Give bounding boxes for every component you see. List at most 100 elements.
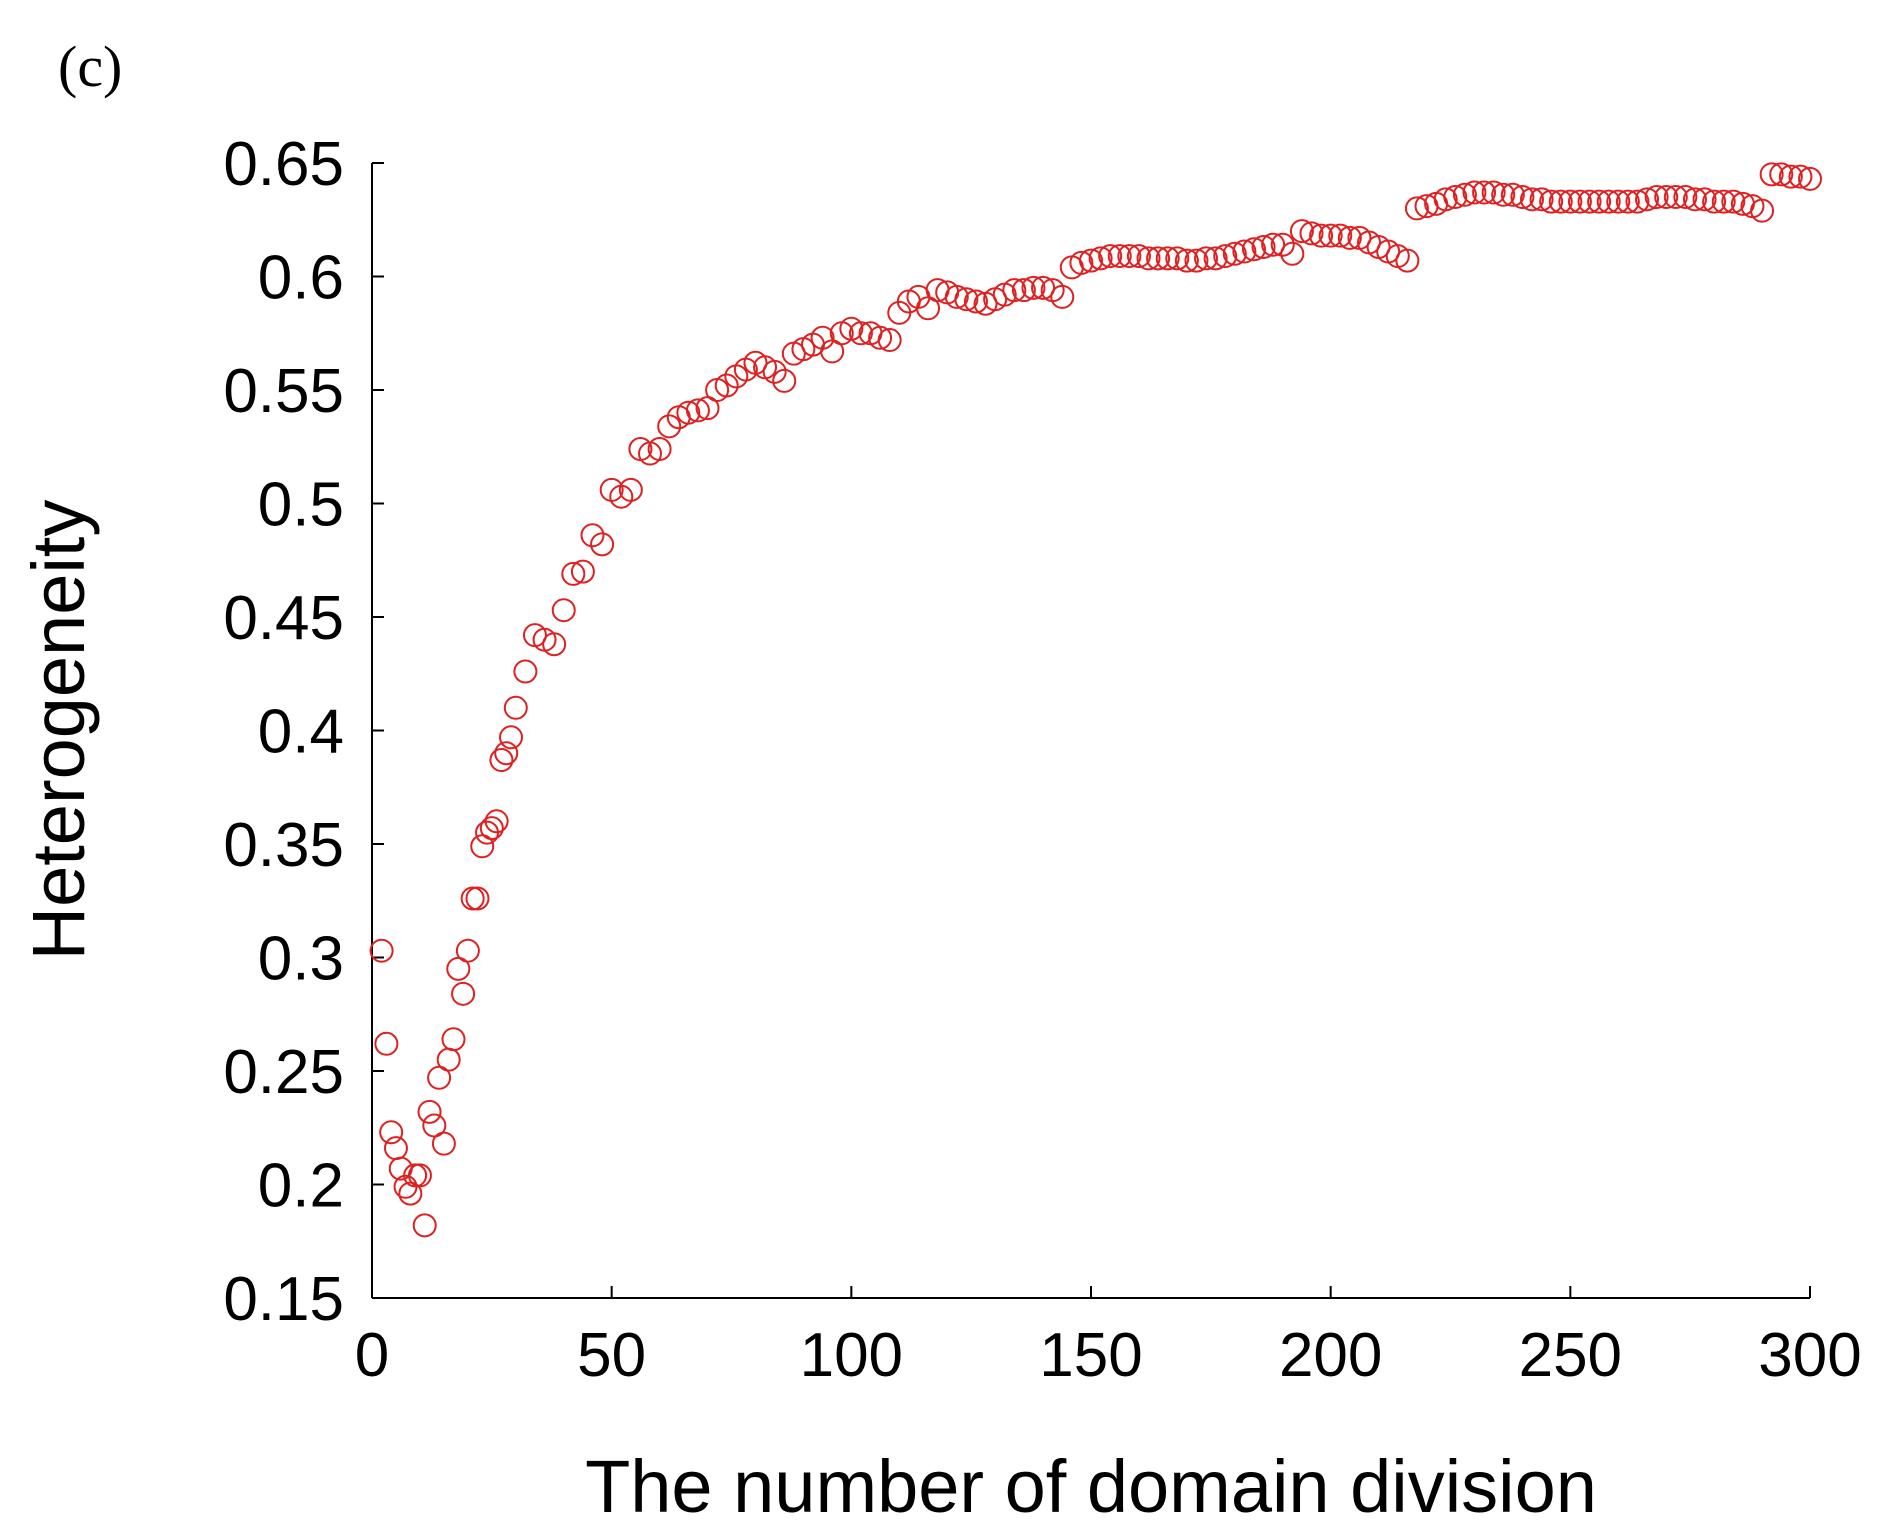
y-tick-label: 0.4 — [258, 698, 344, 767]
x-tick-label: 300 — [1758, 1321, 1861, 1390]
point — [431, 1131, 456, 1156]
point — [1778, 164, 1803, 189]
point — [561, 561, 586, 586]
point — [383, 1136, 408, 1161]
point — [877, 328, 902, 353]
y-axis-label: Heterogeneity — [17, 500, 100, 961]
point — [1222, 241, 1247, 266]
point — [1433, 187, 1458, 212]
point — [1021, 275, 1046, 300]
y-tick-label: 0.5 — [258, 471, 344, 540]
point — [1606, 189, 1631, 214]
point — [1529, 187, 1554, 212]
point — [1615, 189, 1640, 214]
point — [1241, 237, 1266, 262]
point — [1155, 246, 1180, 271]
point — [1798, 166, 1822, 191]
point — [676, 400, 701, 425]
point — [1213, 244, 1238, 269]
point — [451, 981, 476, 1006]
point — [460, 886, 485, 911]
point — [963, 289, 988, 314]
point — [494, 741, 519, 766]
point — [1491, 182, 1516, 207]
x-axis-label: The number of domain division — [585, 1445, 1597, 1528]
point — [810, 325, 835, 350]
point — [1232, 239, 1257, 264]
point — [1673, 185, 1698, 210]
point — [489, 748, 514, 773]
point — [1567, 189, 1592, 214]
point — [1318, 223, 1343, 248]
point — [1443, 185, 1468, 210]
point — [1194, 246, 1219, 271]
point — [1519, 187, 1544, 212]
point — [1261, 232, 1286, 257]
point — [868, 325, 893, 350]
point — [1750, 198, 1775, 223]
point — [1050, 284, 1075, 309]
point — [1174, 248, 1199, 273]
point — [1002, 278, 1027, 303]
y-tick-label: 0.2 — [258, 1152, 344, 1221]
point — [374, 1031, 399, 1056]
point — [1107, 244, 1132, 269]
point — [618, 477, 643, 502]
point — [1280, 241, 1305, 266]
point — [455, 938, 480, 963]
point — [570, 559, 595, 584]
y-tick-label: 0.35 — [223, 811, 344, 880]
point — [465, 886, 490, 911]
point — [1635, 187, 1660, 212]
point — [1011, 278, 1036, 303]
point — [1098, 244, 1123, 269]
point — [590, 532, 615, 557]
point — [1270, 232, 1295, 257]
x-tick-label: 0 — [355, 1321, 389, 1390]
point — [1702, 189, 1727, 214]
point — [1337, 225, 1362, 250]
point — [1165, 246, 1190, 271]
point — [1500, 182, 1525, 207]
point — [503, 695, 528, 720]
point — [1069, 250, 1094, 275]
point — [379, 1120, 404, 1145]
point — [499, 725, 524, 750]
point — [772, 368, 797, 393]
point — [1481, 180, 1506, 205]
point — [1117, 244, 1142, 269]
point — [1654, 185, 1679, 210]
point — [580, 523, 605, 548]
point — [1711, 189, 1736, 214]
point — [1663, 185, 1688, 210]
point — [714, 373, 739, 398]
point — [1299, 221, 1324, 246]
point — [1126, 244, 1151, 269]
point — [1596, 189, 1621, 214]
point — [369, 938, 394, 963]
x-tick-label: 50 — [577, 1321, 646, 1390]
point — [1644, 185, 1669, 210]
point — [1788, 164, 1813, 189]
point — [1251, 234, 1276, 259]
point — [412, 1213, 437, 1238]
point — [542, 632, 567, 657]
point — [1625, 189, 1650, 214]
point — [1328, 223, 1353, 248]
point — [1309, 223, 1334, 248]
point — [1079, 248, 1103, 273]
point — [407, 1163, 432, 1188]
point — [479, 816, 504, 841]
point — [1184, 248, 1209, 273]
point — [1289, 219, 1314, 244]
point — [954, 287, 979, 312]
y-tick-label: 0.65 — [223, 130, 344, 199]
point — [1692, 187, 1717, 212]
y-tick-label: 0.45 — [223, 584, 344, 653]
x-tick-label: 100 — [800, 1321, 903, 1390]
y-tick-label: 0.25 — [223, 1038, 344, 1107]
point — [1769, 162, 1794, 187]
point — [685, 398, 710, 423]
point — [513, 659, 538, 684]
